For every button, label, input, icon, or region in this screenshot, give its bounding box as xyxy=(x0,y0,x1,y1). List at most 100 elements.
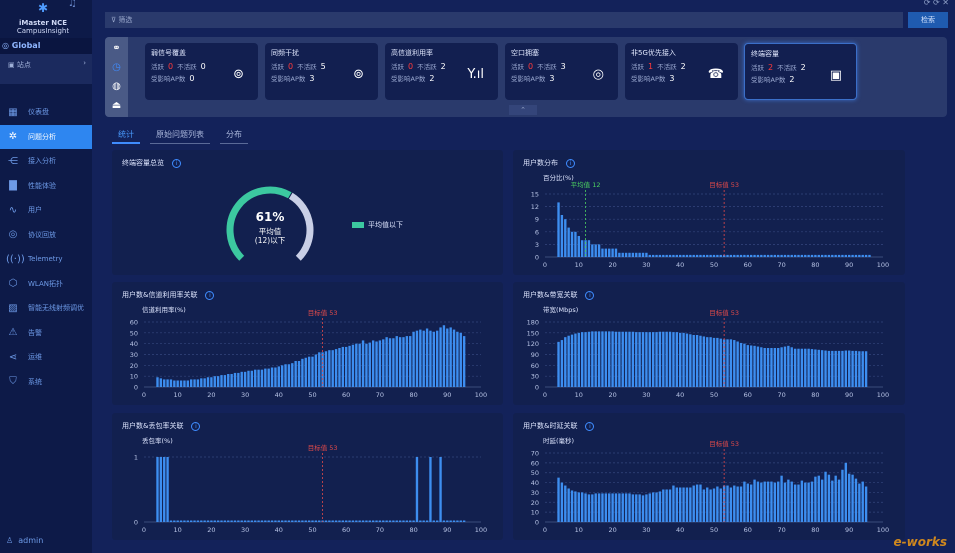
user-menu[interactable]: ♙ admin xyxy=(6,536,43,545)
bar xyxy=(743,254,746,257)
y-tick-label: 60 xyxy=(531,362,539,370)
issue-card[interactable]: 非5G优先接入 活跃 1 不活跃 2 受影响AP数 3 ☎ xyxy=(625,43,738,100)
bar xyxy=(264,520,267,522)
bell-icon[interactable]: ♫ xyxy=(68,0,77,9)
info-icon[interactable]: i xyxy=(585,422,595,431)
sidebar-item-10[interactable]: ⋖ 运维 xyxy=(0,345,92,370)
tab-2[interactable]: 分布 xyxy=(220,128,248,144)
sidebar-item-1[interactable]: ✲ 问题分析 xyxy=(0,124,92,149)
bar xyxy=(250,370,254,387)
sidebar-item-7[interactable]: ⬡ WLAN拓扑 xyxy=(0,272,92,297)
link-icon[interactable]: ⚭ xyxy=(112,43,121,54)
pulse-icon: ∿ xyxy=(8,204,18,216)
issue-card[interactable]: 弱信号覆盖 活跃 0 不活跃 0 受影响AP数 0 ⊚ xyxy=(145,43,258,100)
bar xyxy=(341,520,345,522)
info-icon[interactable]: i xyxy=(191,422,201,431)
bar xyxy=(685,333,689,387)
bar xyxy=(624,331,628,387)
bar xyxy=(858,254,861,257)
scope-global[interactable]: ◎ Global xyxy=(0,38,92,54)
sidebar-item-0[interactable]: ▦ 仪表盘 xyxy=(0,100,92,125)
bar xyxy=(237,520,240,522)
x-tick-label: 90 xyxy=(443,391,451,399)
info-icon[interactable]: i xyxy=(205,291,215,300)
sidebar-item-2[interactable]: ⋲ 接入分析 xyxy=(0,149,92,174)
bar xyxy=(645,252,648,257)
x-tick-label: 20 xyxy=(207,526,215,534)
bar xyxy=(398,520,402,522)
bar xyxy=(854,478,858,522)
sidebar-item-4[interactable]: ∿ 用户 xyxy=(0,198,92,223)
issue-card[interactable]: 高信道利用率 活跃 0 不活跃 2 受影响AP数 2 Y.ıl xyxy=(385,43,498,100)
bar xyxy=(206,520,210,522)
bar xyxy=(787,345,790,387)
globe-icon[interactable]: ◍ xyxy=(112,81,121,92)
bar xyxy=(597,244,601,257)
bar xyxy=(864,254,868,257)
bar xyxy=(817,349,820,387)
x-tick-label: 50 xyxy=(308,526,316,534)
bar xyxy=(648,332,651,387)
tab-0[interactable]: 统计 xyxy=(112,128,140,144)
issue-card[interactable]: 同频干扰 活跃 0 不活跃 5 受影响AP数 3 ⊚ xyxy=(265,43,378,100)
chart-title: 用户数&带宽关联 xyxy=(523,291,578,299)
filter-placeholder: 筛选 xyxy=(118,16,133,24)
issue-card[interactable]: 空口拥塞 活跃 0 不活跃 3 受影响AP数 3 ◎ xyxy=(505,43,618,100)
filter-input[interactable]: ⊽ 筛选 xyxy=(105,12,903,28)
inactive-count: 2 xyxy=(440,62,446,71)
bar xyxy=(709,489,712,522)
sidebar-item-5[interactable]: ◎ 协议回放 xyxy=(0,223,92,248)
sidebar-item-3[interactable]: ▇ 性能体验 xyxy=(0,174,92,199)
issue-card[interactable]: 终端容量 活跃 2 不活跃 2 受影响AP数 2 ▣ xyxy=(744,43,857,100)
bar xyxy=(614,331,618,387)
sidebar-item-11[interactable]: ⛉ 系统 xyxy=(0,370,92,395)
x-tick-label: 40 xyxy=(676,526,684,534)
sidebar-item-6[interactable]: ((·)) Telemetry xyxy=(0,247,92,272)
search-button[interactable]: 检索 xyxy=(908,12,948,28)
collapse-button[interactable]: ⌃ xyxy=(509,105,537,115)
bar xyxy=(841,350,844,387)
bar xyxy=(733,485,736,522)
sidebar-item-8[interactable]: ▨ 智能无线射频调优 xyxy=(0,296,92,321)
bar xyxy=(790,254,793,257)
bar xyxy=(770,254,773,257)
bar xyxy=(462,336,466,387)
info-icon[interactable]: i xyxy=(566,159,575,168)
bar xyxy=(699,254,702,257)
bar xyxy=(216,520,220,522)
tab-1[interactable]: 原始问题列表 xyxy=(150,128,210,144)
bar xyxy=(800,254,804,257)
bar xyxy=(611,248,614,257)
site-selector[interactable]: ▣ 站点 › xyxy=(0,54,92,84)
info-icon[interactable]: i xyxy=(172,159,181,168)
sidebar-item-label: Telemetry xyxy=(28,255,63,264)
bar xyxy=(200,520,203,522)
info-icon[interactable]: i xyxy=(585,291,595,300)
logo-title: iMaster NCE xyxy=(18,19,67,27)
window-controls[interactable]: ⟳ ⟳ ✕ xyxy=(923,0,949,7)
bar xyxy=(409,336,412,387)
sidebar-item-9[interactable]: ⚠ 告警 xyxy=(0,321,92,346)
bar xyxy=(844,254,848,257)
card-title: 同频干扰 xyxy=(271,49,299,57)
bar xyxy=(186,520,189,522)
bar xyxy=(807,348,810,387)
bar xyxy=(810,349,814,387)
y-tick-label: 40 xyxy=(130,340,138,348)
bar xyxy=(739,254,743,257)
y-tick-label: 10 xyxy=(130,373,138,381)
bar xyxy=(662,331,665,387)
clock-icon[interactable]: ◷ xyxy=(112,62,121,73)
x-tick-label: 40 xyxy=(275,391,283,399)
bar xyxy=(183,380,186,387)
bar xyxy=(597,331,601,387)
bar xyxy=(682,254,685,257)
gauge-legend[interactable]: 平均值以下 xyxy=(352,220,403,230)
bar xyxy=(287,520,291,522)
bar xyxy=(557,202,560,257)
y-tick-label: 30 xyxy=(531,373,539,381)
drive-icon[interactable]: ⏏ xyxy=(111,100,122,111)
bar xyxy=(834,350,837,387)
bar xyxy=(851,254,854,257)
category-icons: ⚭ ◷ ◍ ⏏ xyxy=(105,37,128,117)
